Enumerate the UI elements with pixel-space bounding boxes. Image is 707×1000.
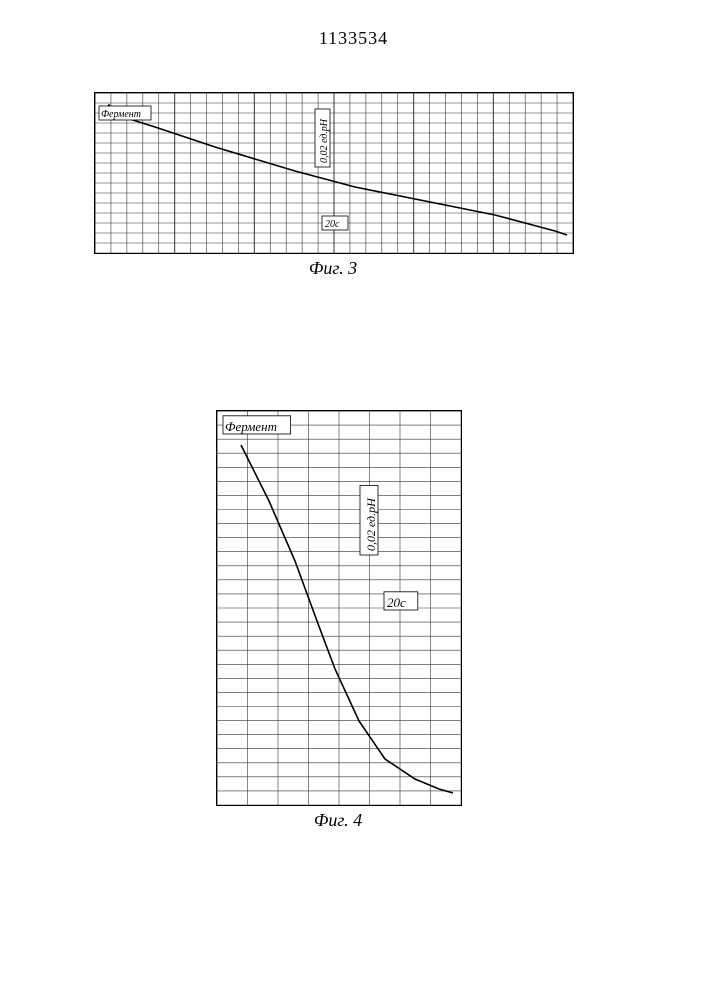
x-scale-label: 20c: [325, 219, 340, 230]
document-number: 1133534: [0, 28, 707, 49]
fig3-svg: Фермент 0,02 ед.pH 20c: [95, 93, 573, 253]
fig4-caption: Фиг. 4: [216, 810, 460, 831]
x-scale-label: 20c: [387, 595, 406, 610]
page: 1133534 Фермент 0,02 ед.pH 20c Фиг. 3 Ферм…: [0, 0, 707, 1000]
ferment-label: Фермент: [101, 109, 141, 120]
fig4-svg: Фермент 0,02 ед.pH 20c: [217, 411, 461, 805]
fig3-caption: Фиг. 3: [94, 258, 572, 279]
y-scale-label: 0,02 ед.pH: [364, 497, 378, 551]
fig3-chart: Фермент 0,02 ед.pH 20c: [94, 92, 574, 254]
fig4-chart: Фермент 0,02 ед.pH 20c: [216, 410, 462, 806]
y-scale-label: 0,02 ед.pH: [319, 118, 330, 163]
ferment-label: Фермент: [225, 419, 277, 434]
